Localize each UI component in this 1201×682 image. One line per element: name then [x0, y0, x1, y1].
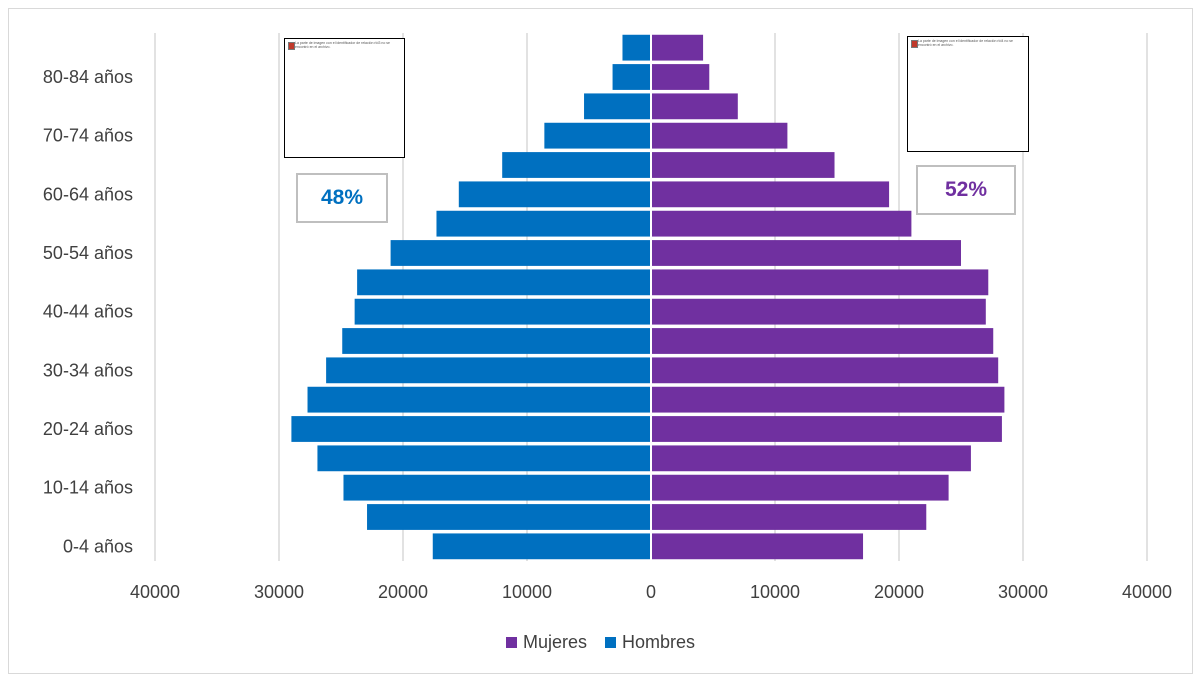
x-tick-label: 10000 [750, 582, 800, 602]
bar-mujeres [652, 269, 989, 296]
bar-hombres [502, 152, 650, 178]
men-percentage-label: 48% [296, 173, 388, 223]
bar-mujeres [652, 122, 788, 149]
legend-item-mujeres: Mujeres [505, 632, 587, 653]
bar-hombres [343, 474, 650, 501]
missing-image-text: La parte de imagen con el identificador … [918, 39, 1013, 47]
bar-mujeres [652, 181, 890, 208]
bar-mujeres [652, 533, 864, 560]
y-tick-label: 80-84 años [43, 67, 133, 87]
x-tick-label: 40000 [1122, 582, 1172, 602]
legend-label-mujeres: Mujeres [522, 632, 587, 652]
bar-hombres [326, 357, 650, 384]
y-tick-label: 60-64 años [43, 184, 133, 204]
bar-hombres [436, 210, 650, 237]
missing-image-right: La parte de imagen con el identificador … [907, 36, 1029, 152]
bar-mujeres [652, 445, 971, 472]
x-tick-label: 20000 [378, 582, 428, 602]
x-tick-label: 10000 [502, 582, 552, 602]
x-tick-label: 30000 [998, 582, 1048, 602]
bar-hombres [432, 533, 650, 560]
bar-mujeres [652, 328, 994, 354]
bar-hombres [342, 328, 650, 354]
y-tick-label: 30-34 años [43, 360, 133, 380]
missing-image-left: La parte de imagen con el identificador … [284, 38, 405, 158]
x-tick-label: 0 [646, 582, 656, 602]
grid-lines [154, 33, 1148, 561]
bar-hombres [622, 34, 650, 61]
bar-hombres [458, 181, 650, 208]
bar-hombres [612, 64, 650, 90]
legend-item-hombres: Hombres [605, 632, 695, 653]
bar-mujeres [652, 34, 704, 61]
bar-mujeres [652, 504, 927, 530]
y-tick-label: 50-54 años [43, 243, 133, 263]
y-tick-label: 0-4 años [63, 536, 133, 556]
bar-hombres [307, 386, 650, 413]
legend-swatch-hombres [605, 637, 616, 648]
bar-mujeres [652, 386, 1005, 413]
bar-hombres [317, 445, 650, 472]
y-axis-tick-labels: 0-4 años 10-14 años 20-24 años 30-34 años 40… [43, 67, 133, 556]
y-tick-label: 10-14 años [43, 478, 133, 498]
legend-label-hombres: Hombres [622, 632, 696, 652]
x-tick-label: 30000 [254, 582, 304, 602]
bar-mujeres [652, 210, 912, 237]
bar-mujeres [652, 240, 961, 266]
bar-mujeres [652, 357, 999, 384]
y-tick-label: 40-44 años [43, 302, 133, 322]
bar-mujeres [652, 416, 1002, 442]
bar-hombres [544, 122, 650, 149]
missing-image-text: La parte de imagen con el identificador … [295, 41, 390, 49]
bar-hombres [291, 416, 650, 442]
x-axis-tick-labels: 40000 30000 20000 10000 0 10000 20000 30000 4000… [130, 582, 1172, 602]
bar-mujeres [652, 64, 710, 90]
y-tick-label: 20-24 años [43, 419, 133, 439]
legend: Mujeres Hombres [0, 632, 1201, 653]
bars [291, 34, 1005, 560]
bar-mujeres [652, 152, 835, 178]
bar-hombres [367, 504, 650, 530]
x-tick-label: 40000 [130, 582, 180, 602]
bar-hombres [390, 240, 650, 266]
legend-swatch-mujeres [505, 637, 517, 648]
broken-image-icon [911, 40, 918, 48]
bar-hombres [584, 93, 650, 120]
bar-mujeres [652, 474, 949, 501]
bar-mujeres [652, 93, 738, 120]
x-tick-label: 20000 [874, 582, 924, 602]
y-tick-label: 70-74 años [43, 126, 133, 146]
bar-mujeres [652, 298, 986, 325]
bar-hombres [354, 298, 650, 325]
bar-hombres [357, 269, 650, 296]
women-percentage-label: 52% [916, 165, 1016, 215]
broken-image-icon [288, 42, 295, 50]
